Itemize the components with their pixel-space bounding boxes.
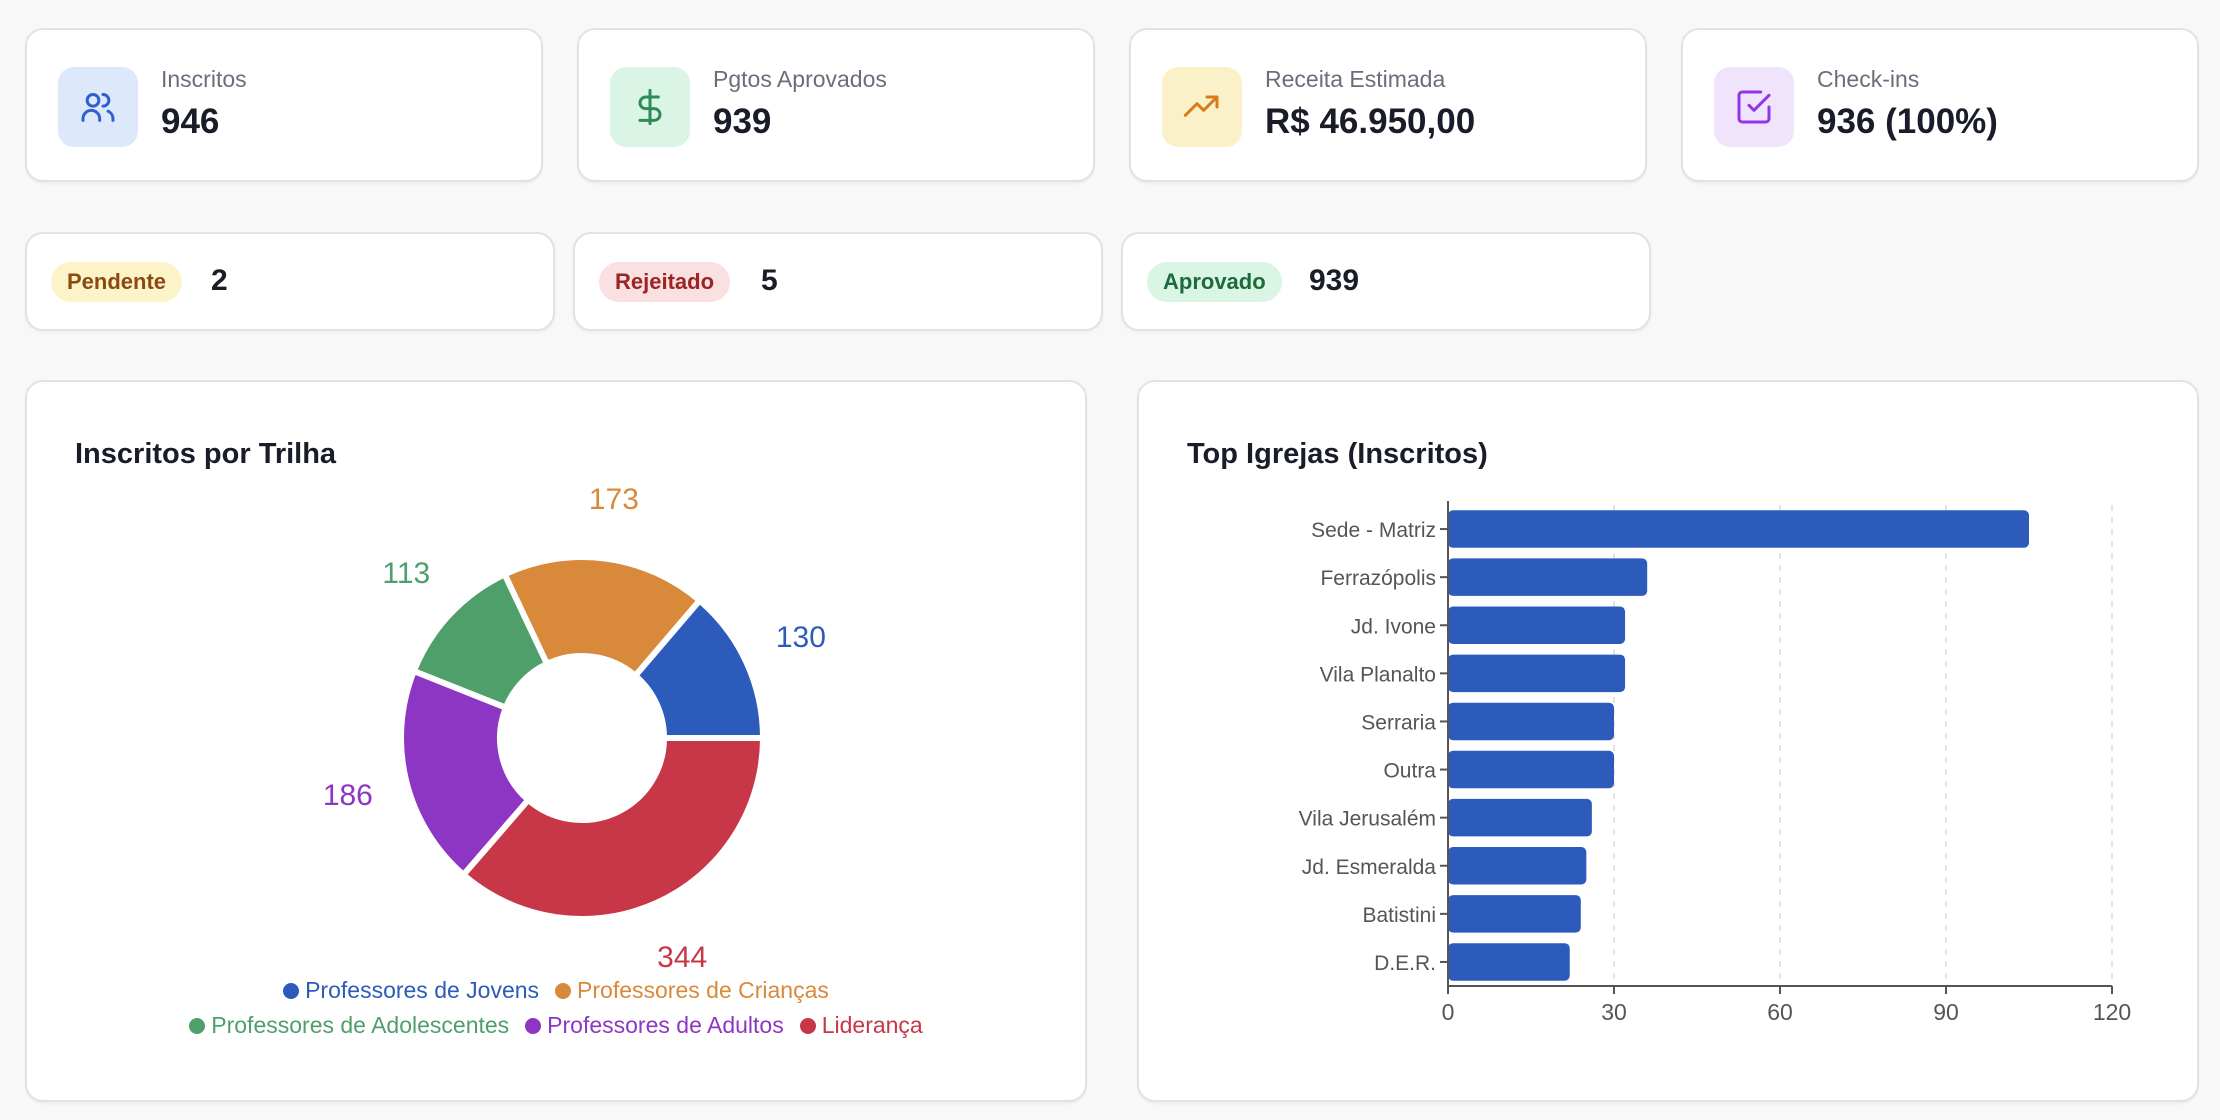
x-tick-label: 90: [1933, 999, 1959, 1025]
legend: Professores de Jovens Professores de Cria…: [27, 977, 1085, 1004]
slice-value-label: 173: [589, 483, 639, 516]
bar[interactable]: [1448, 654, 1626, 693]
legend-item[interactable]: Liderança: [799, 1012, 923, 1038]
bar[interactable]: [1448, 895, 1581, 933]
bar[interactable]: [1448, 943, 1570, 981]
y-tick-label: Vila Jerusalém: [1299, 808, 1436, 831]
kpi-card: Inscritos 946: [25, 28, 543, 182]
kpi-value: 936 (100%): [1817, 102, 1998, 141]
status-badge: Pendente: [51, 262, 183, 302]
status-count: 939: [1309, 264, 1360, 297]
bar[interactable]: [1448, 750, 1614, 789]
legend-item[interactable]: Professores de Crianças: [555, 977, 829, 1003]
donut-chart-panel: Inscritos por Trilha 130 173 113 186 344 Pro…: [25, 380, 1087, 1102]
x-tick-label: 60: [1767, 999, 1793, 1025]
chart-title: Inscritos por Trilha: [75, 438, 337, 470]
status-card: Rejeitado 5: [573, 232, 1103, 331]
legend-label: Professores de Adolescentes: [211, 1012, 510, 1038]
bar[interactable]: [1448, 606, 1626, 645]
legend-item[interactable]: Professores de Jovens: [283, 977, 539, 1003]
legend-label: Liderança: [821, 1012, 923, 1038]
slice-value-label: 113: [382, 557, 430, 590]
donut-chart: 130 173 113 186 344: [323, 483, 826, 974]
kpi-label: Pgtos Aprovados: [713, 66, 887, 92]
kpi-value: 939: [713, 102, 772, 141]
legend-label: Professores de Adultos: [547, 1012, 784, 1038]
legend: Professores de Adolescentes Professores d…: [27, 1012, 1085, 1039]
status-count: 5: [761, 264, 778, 297]
legend-item[interactable]: Professores de Adultos: [525, 1012, 784, 1038]
trending-up-icon: [1162, 67, 1242, 147]
kpi-label: Check-ins: [1817, 66, 1920, 92]
y-tick-label: Vila Planalto: [1320, 663, 1436, 686]
status-badge: Rejeitado: [599, 262, 731, 302]
y-tick-label: Ferrazópolis: [1320, 567, 1436, 590]
x-tick-label: 30: [1601, 999, 1627, 1025]
kpi-card: Receita Estimada R$ 46.950,00: [1129, 28, 1647, 182]
legend-label: Professores de Jovens: [305, 977, 540, 1003]
bar-chart-panel: Top Igrejas (Inscritos) 0 30 60 90 120 Sede -…: [1137, 380, 2199, 1102]
x-tick-label: 120: [2093, 999, 2131, 1025]
check-square-icon: [1714, 67, 1794, 147]
legend-label: Professores de Crianças: [577, 977, 829, 1003]
kpi-card: Check-ins 936 (100%): [1681, 28, 2199, 182]
bar[interactable]: [1448, 846, 1587, 885]
status-card: Aprovado 939: [1121, 232, 1651, 331]
slice-value-label: 344: [657, 941, 707, 974]
y-tick-label: Sede - Matriz: [1311, 519, 1436, 542]
users-icon: [58, 67, 138, 147]
legend-swatch: [555, 983, 572, 999]
y-tick-label: Outra: [1383, 760, 1436, 783]
kpi-card: Pgtos Aprovados 939: [577, 28, 1095, 182]
slice-value-label: 130: [776, 621, 826, 654]
kpi-label: Inscritos: [161, 66, 247, 92]
kpi-value: 946: [161, 102, 220, 141]
slice-value-label: 186: [323, 779, 373, 812]
legend-swatch: [189, 1018, 206, 1034]
y-tick-label: Jd. Ivone: [1351, 615, 1436, 638]
status-badge: Aprovado: [1147, 262, 1282, 302]
kpi-value: R$ 46.950,00: [1265, 102, 1476, 141]
legend-item[interactable]: Professores de Adolescentes: [189, 1012, 509, 1038]
legend-swatch: [525, 1018, 542, 1034]
kpi-label: Receita Estimada: [1265, 66, 1446, 92]
bar-chart: 0 30 60 90 120 Sede - Matriz Ferrazópolis Jd. I…: [1299, 501, 2131, 1025]
bar[interactable]: [1448, 702, 1614, 741]
y-tick-label: Serraria: [1361, 711, 1436, 734]
legend-swatch: [799, 1018, 816, 1034]
y-tick-label: D.E.R.: [1374, 952, 1436, 975]
legend-swatch: [283, 983, 300, 999]
donut-slice[interactable]: [500, 554, 704, 680]
x-tick-label: 0: [1442, 999, 1455, 1025]
status-card: Pendente 2: [25, 232, 555, 331]
bar[interactable]: [1448, 558, 1648, 596]
y-tick-label: Batistini: [1362, 904, 1436, 927]
status-count: 2: [211, 264, 228, 297]
y-tick-label: Jd. Esmeralda: [1302, 856, 1437, 879]
chart-title: Top Igrejas (Inscritos): [1187, 438, 1488, 470]
bar[interactable]: [1448, 510, 2029, 548]
bar[interactable]: [1448, 798, 1592, 837]
donut-slice[interactable]: [398, 667, 533, 880]
dollar-icon: [610, 67, 690, 147]
donut-slice[interactable]: [459, 735, 767, 922]
